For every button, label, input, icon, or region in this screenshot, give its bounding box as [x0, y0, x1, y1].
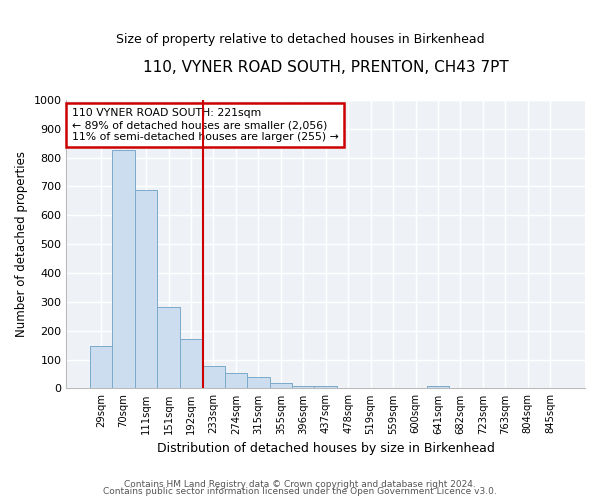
Text: Contains public sector information licensed under the Open Government Licence v3: Contains public sector information licen… — [103, 487, 497, 496]
Bar — [247, 378, 269, 388]
Bar — [314, 386, 337, 388]
Bar — [135, 190, 157, 388]
Bar — [292, 386, 314, 388]
Bar — [202, 366, 224, 388]
Bar — [112, 150, 135, 388]
Title: 110, VYNER ROAD SOUTH, PRENTON, CH43 7PT: 110, VYNER ROAD SOUTH, PRENTON, CH43 7PT — [143, 60, 509, 75]
Bar — [224, 373, 247, 388]
Bar — [427, 386, 449, 388]
Text: Contains HM Land Registry data © Crown copyright and database right 2024.: Contains HM Land Registry data © Crown c… — [124, 480, 476, 489]
Bar — [269, 382, 292, 388]
Bar — [180, 340, 202, 388]
Text: Size of property relative to detached houses in Birkenhead: Size of property relative to detached ho… — [116, 32, 484, 46]
Bar — [90, 346, 112, 389]
Y-axis label: Number of detached properties: Number of detached properties — [15, 151, 28, 337]
X-axis label: Distribution of detached houses by size in Birkenhead: Distribution of detached houses by size … — [157, 442, 494, 455]
Bar — [157, 308, 180, 388]
Text: 110 VYNER ROAD SOUTH: 221sqm
← 89% of detached houses are smaller (2,056)
11% of: 110 VYNER ROAD SOUTH: 221sqm ← 89% of de… — [71, 108, 338, 142]
